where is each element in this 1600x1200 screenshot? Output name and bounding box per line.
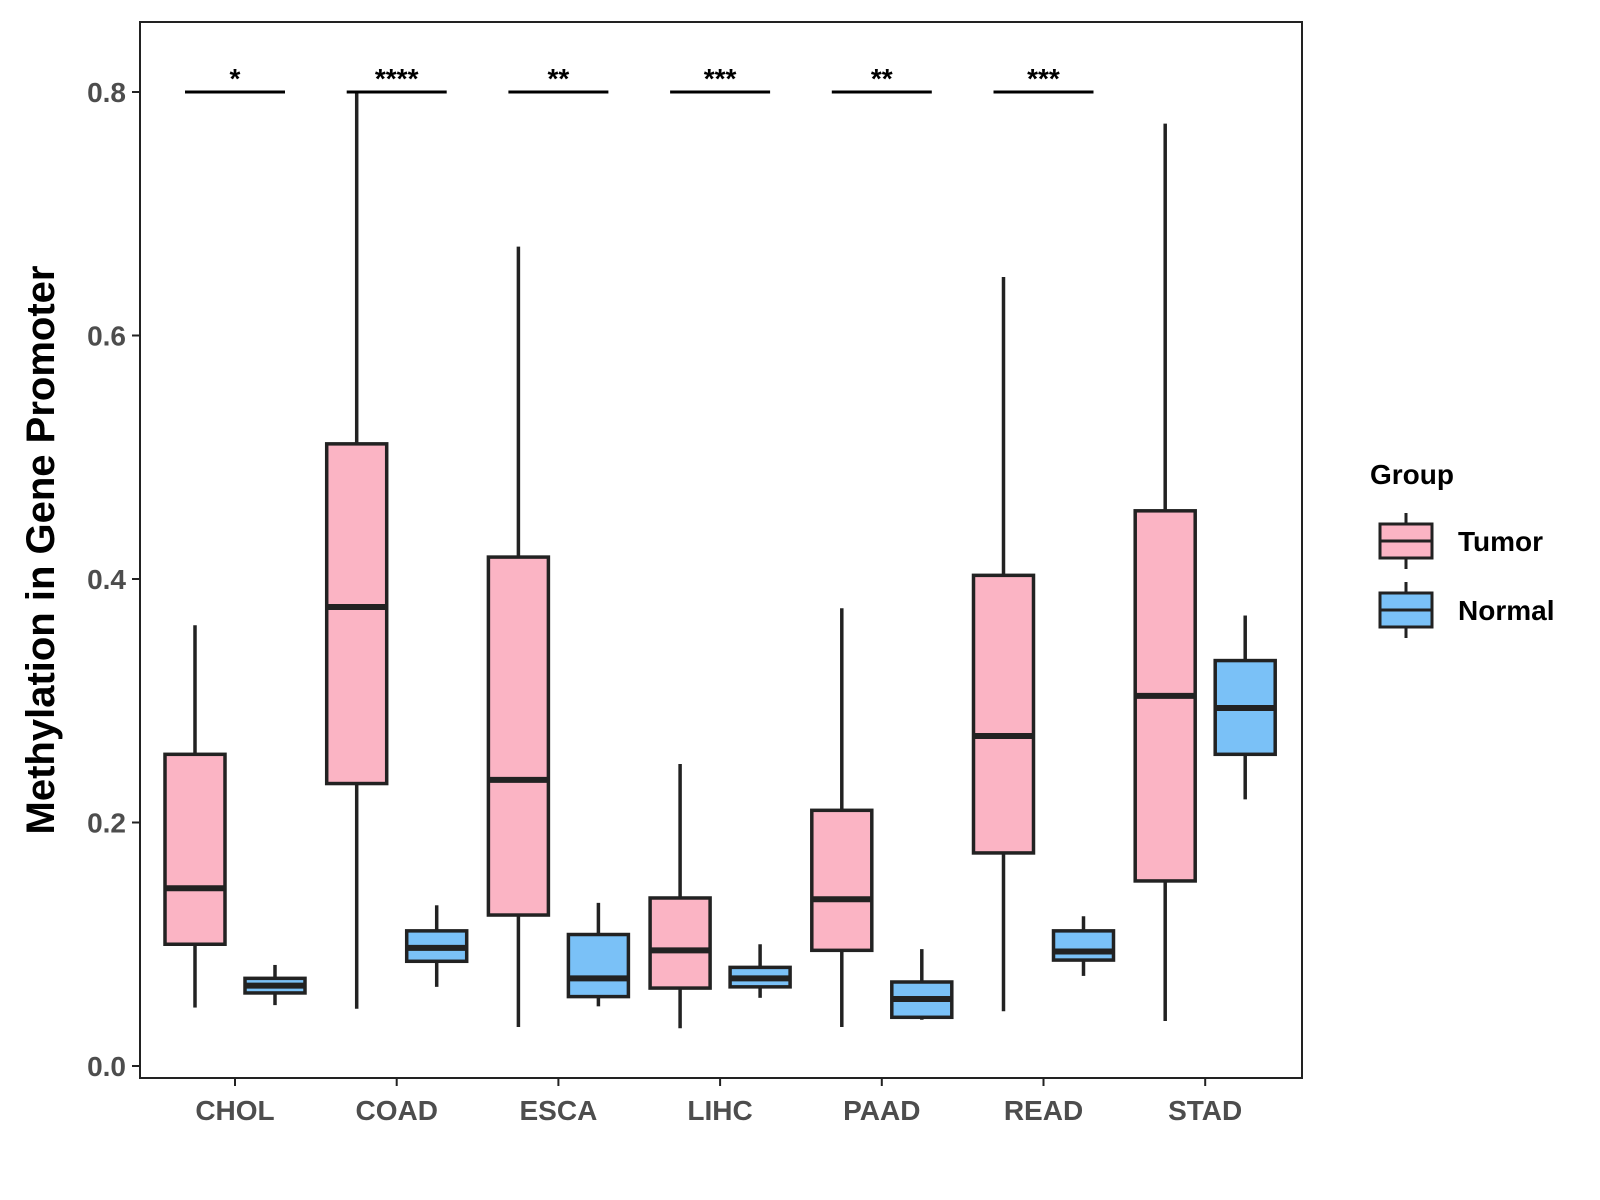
x-tick-label: ESCA bbox=[520, 1095, 598, 1126]
y-axis: 0.0 0.2 0.4 0.6 0.8 bbox=[87, 77, 140, 1082]
significance-layer: * **** ** *** ** *** bbox=[185, 63, 1094, 94]
x-tick-label: PAAD bbox=[843, 1095, 920, 1126]
plot-panel bbox=[139, 21, 1303, 1079]
box-body bbox=[648, 896, 712, 990]
y-tick-label: 0.4 bbox=[87, 564, 126, 595]
significance-label: **** bbox=[375, 63, 419, 94]
boxes-layer bbox=[163, 92, 1277, 1029]
legend-item-tumor: Tumor bbox=[1378, 513, 1543, 569]
box-tumor-lihc bbox=[648, 764, 712, 1029]
significance-label: * bbox=[230, 63, 241, 94]
x-tick-label: READ bbox=[1004, 1095, 1083, 1126]
box-body bbox=[486, 555, 551, 917]
legend-item-normal: Normal bbox=[1378, 582, 1554, 638]
box-body bbox=[1051, 929, 1116, 962]
legend-label: Tumor bbox=[1458, 526, 1543, 557]
y-tick-label: 0.0 bbox=[87, 1051, 126, 1082]
x-tick-label: LIHC bbox=[687, 1095, 752, 1126]
significance-label: *** bbox=[704, 63, 737, 94]
legend-title: Group bbox=[1370, 459, 1454, 490]
legend-label: Normal bbox=[1458, 595, 1554, 626]
box-tumor-paad bbox=[810, 608, 874, 1028]
box-tumor-read bbox=[971, 277, 1036, 1012]
significance-label: ** bbox=[871, 63, 893, 94]
box-normal-coad bbox=[404, 905, 469, 987]
legend: Group Tumor Normal bbox=[1370, 459, 1554, 638]
significance-label: ** bbox=[548, 63, 570, 94]
box-normal-lihc bbox=[728, 944, 792, 998]
box-body bbox=[971, 573, 1036, 855]
box-normal-paad bbox=[890, 949, 954, 1020]
y-tick-label: 0.2 bbox=[87, 808, 126, 839]
box-body bbox=[324, 442, 389, 786]
box-normal-stad bbox=[1213, 615, 1277, 800]
box-body bbox=[163, 752, 227, 946]
box-tumor-coad bbox=[324, 92, 389, 1009]
box-body bbox=[810, 808, 874, 953]
box-body bbox=[566, 932, 631, 999]
box-normal-chol bbox=[243, 964, 307, 1006]
x-axis: CHOL COAD ESCA LIHC PAAD READ STAD bbox=[195, 1078, 1242, 1126]
y-axis-title: Methylation in Gene Promoter bbox=[19, 266, 63, 835]
y-tick-label: 0.6 bbox=[87, 321, 126, 352]
x-tick-label: CHOL bbox=[195, 1095, 274, 1126]
box-normal-read bbox=[1051, 916, 1116, 976]
significance-label: *** bbox=[1027, 63, 1060, 94]
y-tick-label: 0.8 bbox=[87, 77, 126, 108]
box-normal-esca bbox=[566, 902, 631, 1007]
box-tumor-esca bbox=[486, 246, 551, 1028]
x-tick-label: COAD bbox=[355, 1095, 437, 1126]
box-tumor-stad bbox=[1133, 123, 1197, 1021]
x-tick-label: STAD bbox=[1168, 1095, 1242, 1126]
box-tumor-chol bbox=[163, 625, 227, 1008]
